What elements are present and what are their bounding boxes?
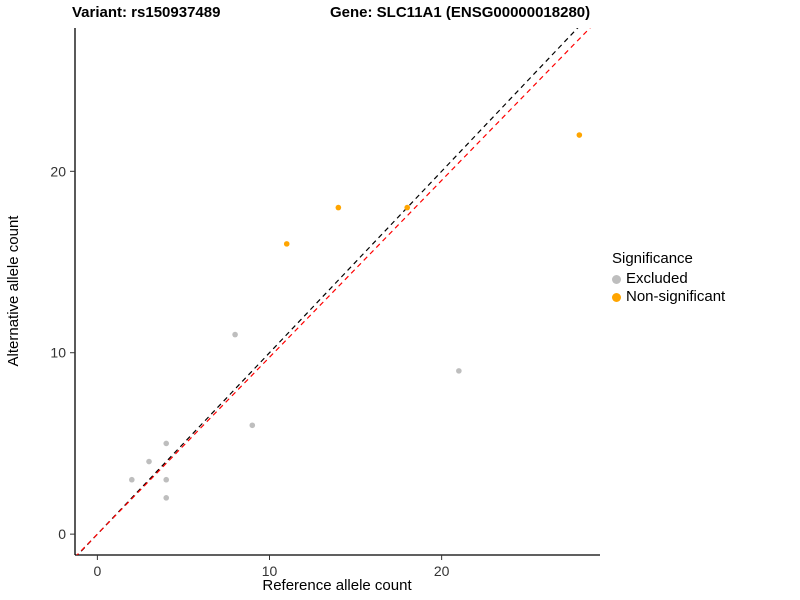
point-excluded	[232, 331, 238, 338]
y-tick-label: 20	[50, 163, 66, 179]
y-tick-label: 10	[50, 345, 66, 361]
legend-title: Significance	[612, 250, 693, 267]
x-axis-label: Reference allele count	[262, 577, 412, 594]
point-excluded	[249, 422, 256, 429]
excluded-dot-icon	[612, 274, 621, 284]
y-axis-label: Alternative allele count	[5, 215, 22, 367]
variant-title: Variant: rs150937489	[72, 4, 221, 21]
point-excluded	[129, 476, 135, 483]
legend-item-label: Non-significant	[626, 288, 726, 305]
identity-line	[76, 28, 579, 555]
x-tick-label: 0	[93, 563, 101, 579]
legend-item-label: Excluded	[626, 270, 688, 287]
legend-item-excluded: Excluded	[612, 270, 725, 288]
point-excluded	[163, 476, 170, 483]
y-tick-label: 0	[58, 526, 66, 542]
point-non-significant	[335, 204, 342, 211]
x-tick-label: 10	[262, 563, 278, 579]
point-excluded	[456, 368, 462, 374]
point-non-significant	[283, 241, 290, 247]
gene-title: Gene: SLC11A1 (ENSG00000018280)	[330, 4, 591, 21]
point-excluded	[163, 495, 170, 501]
legend-item-nonsignificant: Non-significant	[612, 288, 725, 306]
point-non-significant	[404, 204, 411, 211]
point-excluded	[163, 440, 170, 447]
legend: Significance Excluded Non-significant	[612, 250, 725, 306]
nonsignificant-dot-icon	[612, 292, 621, 302]
x-tick-label: 20	[434, 563, 450, 579]
point-excluded	[146, 458, 152, 465]
point-non-significant	[576, 132, 583, 138]
fit-line	[76, 28, 591, 555]
